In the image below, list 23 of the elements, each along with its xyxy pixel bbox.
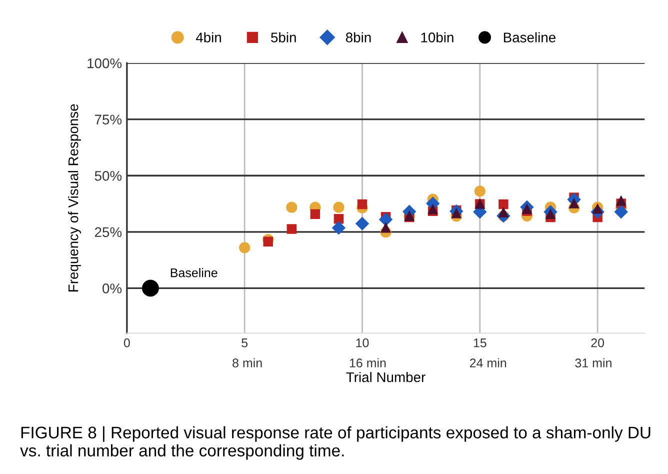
x2-tick-label: 31 min (575, 358, 612, 368)
y-axis-title: Frequency of Visual Response (68, 104, 81, 292)
legend-label: 4bin (196, 32, 221, 42)
x2-tick-label: 8 min (232, 358, 262, 368)
legend-label: 8bin (346, 32, 371, 42)
x-tick-label: 0 (124, 338, 130, 348)
annotation: Baseline (170, 268, 218, 278)
x2-tick-label: 24 min (470, 358, 506, 368)
x-tick-label: 5 (242, 338, 248, 348)
x-tick-label: 20 (591, 338, 604, 348)
y-tick-label: 100% (88, 58, 122, 68)
y-tick-label: 50% (94, 170, 122, 181)
caption: FIGURE 8 | Reported visual response rate of participants exposed to a sham-only DU vs. trial number and the corresponding time. (20, 426, 650, 460)
x-axis-title: Trial Number (346, 372, 426, 382)
legend-label: 10bin (421, 32, 454, 42)
x2-tick-label: 16 min (350, 358, 386, 368)
x-tick-label: 15 (474, 338, 486, 348)
y-tick-label: 0% (102, 284, 122, 294)
legend-label: Baseline (504, 32, 556, 42)
y-tick-label: 25% (94, 227, 122, 238)
x-tick-label: 10 (356, 338, 369, 348)
y-tick-label: 75% (94, 114, 122, 124)
legend-label: 5bin (271, 32, 296, 42)
